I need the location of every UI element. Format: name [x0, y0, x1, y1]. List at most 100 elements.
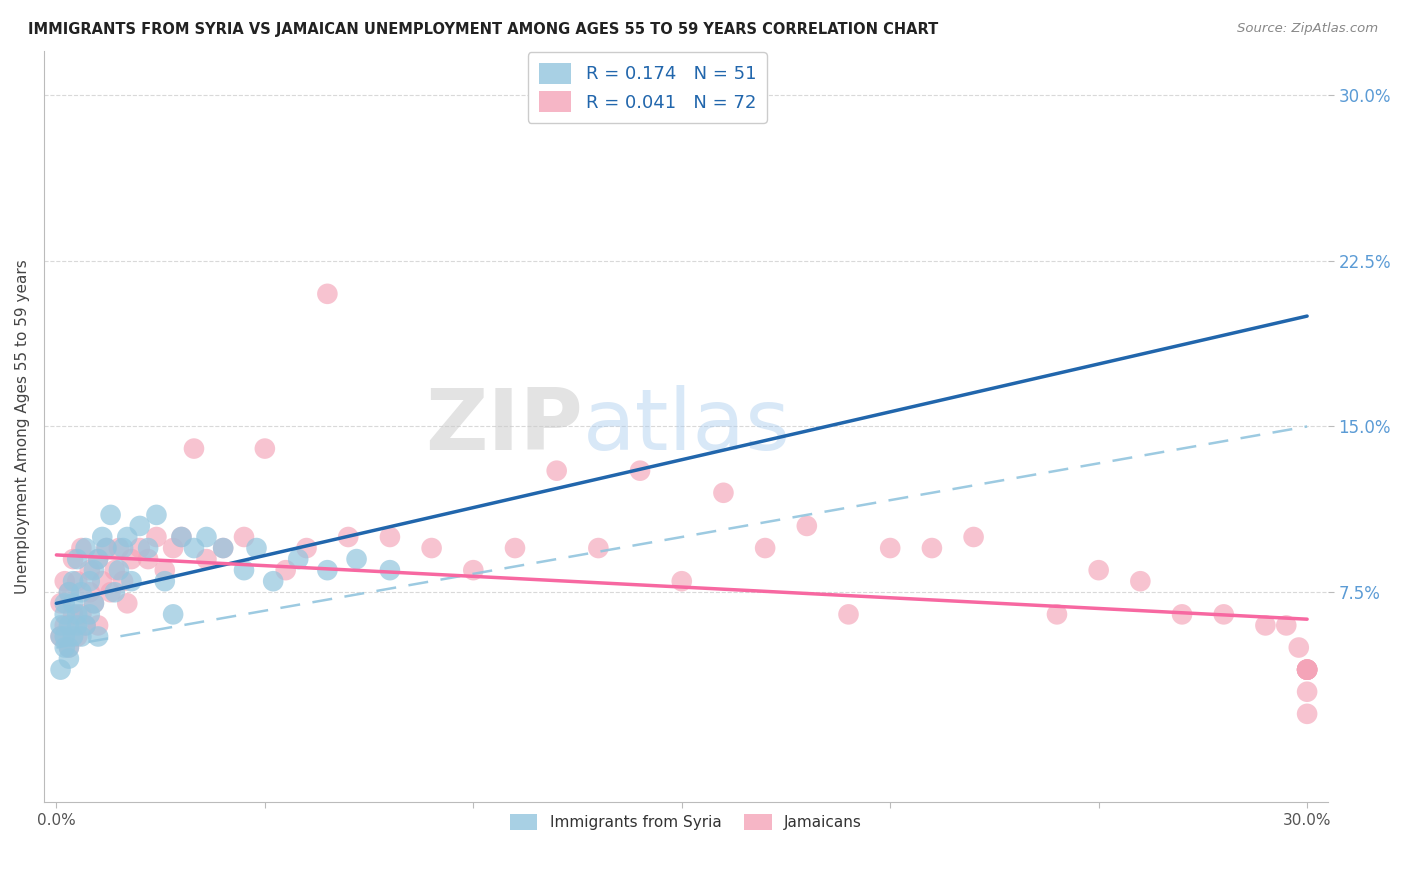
Point [58, 618, 80, 632]
Point [287, 552, 309, 566]
Point [79, 607, 101, 622]
Text: IMMIGRANTS FROM SYRIA VS JAMAICAN UNEMPLOYMENT AMONG AGES 55 TO 59 YEARS CORRELA: IMMIGRANTS FROM SYRIA VS JAMAICAN UNEMPL… [28, 22, 938, 37]
Point [79, 585, 101, 599]
Point [316, 563, 339, 577]
Point [49, 630, 72, 644]
Point [588, 541, 610, 555]
Point [96, 541, 118, 555]
Point [70, 607, 93, 622]
Point [91, 530, 114, 544]
Point [66, 552, 89, 566]
Point [53, 630, 76, 644]
Point [754, 541, 776, 555]
Point [463, 563, 485, 577]
Point [66, 607, 89, 622]
Point [66, 618, 89, 632]
Point [62, 607, 84, 622]
Point [1296, 663, 1319, 677]
Point [921, 541, 943, 555]
Point [83, 563, 105, 577]
Point [62, 574, 84, 589]
Point [1296, 663, 1319, 677]
Point [75, 618, 97, 632]
Point [274, 563, 297, 577]
Text: atlas: atlas [583, 385, 792, 468]
Point [120, 574, 142, 589]
Point [58, 585, 80, 599]
Point [49, 630, 72, 644]
Point [233, 530, 256, 544]
Point [503, 541, 526, 555]
Point [195, 530, 218, 544]
Point [316, 286, 339, 301]
Point [79, 563, 101, 577]
Point [128, 541, 150, 555]
Point [87, 552, 110, 566]
Point [1254, 618, 1277, 632]
Point [100, 508, 122, 522]
Point [53, 640, 76, 655]
Point [713, 485, 735, 500]
Point [1087, 563, 1109, 577]
Point [79, 574, 101, 589]
Point [162, 607, 184, 622]
Point [70, 630, 93, 644]
Point [170, 530, 193, 544]
Point [53, 618, 76, 632]
Point [104, 563, 127, 577]
Point [62, 630, 84, 644]
Point [153, 574, 176, 589]
Point [66, 630, 89, 644]
Point [1296, 663, 1319, 677]
Point [49, 596, 72, 610]
Point [75, 541, 97, 555]
Point [58, 640, 80, 655]
Point [671, 574, 693, 589]
Point [183, 541, 205, 555]
Point [337, 530, 360, 544]
Point [1296, 663, 1319, 677]
Point [104, 585, 127, 599]
Point [796, 519, 818, 533]
Point [128, 519, 150, 533]
Text: ZIP: ZIP [426, 385, 583, 468]
Point [153, 563, 176, 577]
Point [49, 663, 72, 677]
Y-axis label: Unemployment Among Ages 55 to 59 years: Unemployment Among Ages 55 to 59 years [15, 259, 30, 594]
Point [1296, 663, 1319, 677]
Point [962, 530, 984, 544]
Point [91, 574, 114, 589]
Point [378, 530, 401, 544]
Point [100, 585, 122, 599]
Point [1296, 663, 1319, 677]
Point [253, 442, 276, 456]
Point [1129, 574, 1152, 589]
Point [53, 574, 76, 589]
Text: Source: ZipAtlas.com: Source: ZipAtlas.com [1237, 22, 1378, 36]
Point [112, 541, 135, 555]
Point [66, 574, 89, 589]
Point [58, 640, 80, 655]
Point [1296, 706, 1319, 721]
Point [75, 618, 97, 632]
Point [233, 563, 256, 577]
Point [108, 563, 131, 577]
Point [195, 552, 218, 566]
Point [58, 651, 80, 665]
Point [1296, 684, 1319, 698]
Point [1171, 607, 1194, 622]
Point [83, 596, 105, 610]
Point [58, 585, 80, 599]
Point [120, 552, 142, 566]
Point [879, 541, 901, 555]
Point [87, 630, 110, 644]
Point [70, 585, 93, 599]
Point [1288, 640, 1310, 655]
Legend: Immigrants from Syria, Jamaicans: Immigrants from Syria, Jamaicans [503, 808, 868, 836]
Point [49, 618, 72, 632]
Point [136, 541, 159, 555]
Point [53, 596, 76, 610]
Point [145, 508, 167, 522]
Point [108, 541, 131, 555]
Point [62, 552, 84, 566]
